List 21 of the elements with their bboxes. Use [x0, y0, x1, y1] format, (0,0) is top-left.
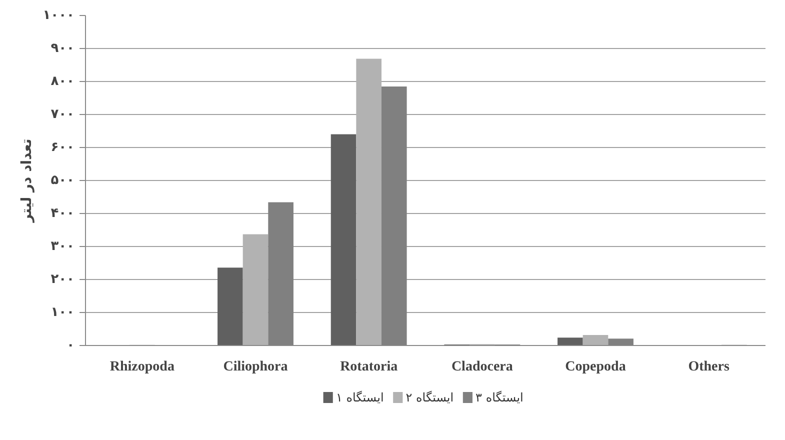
x-tick-label: Others — [688, 360, 730, 374]
y-tick-label: ۵۰۰ — [50, 173, 75, 188]
y-tick-label: ۹۰۰ — [50, 41, 75, 56]
y-tick-label: ۰ — [66, 338, 75, 353]
y-tick-label: ۴۰۰ — [50, 206, 75, 221]
y-tick-label: ۸۰۰ — [50, 74, 75, 89]
y-tick-label: ۶۰۰ — [50, 140, 75, 155]
legend-label: ایستگاه ۱ — [336, 390, 384, 404]
y-tick-label: ۲۰۰ — [50, 272, 75, 287]
x-tick-label: Rhizopoda — [110, 360, 174, 374]
x-tick-label: Copepoda — [565, 360, 626, 374]
x-tick-label: Rotatoria — [340, 360, 398, 374]
x-tick-label: Ciliophora — [223, 360, 288, 374]
y-axis-title: تعداد در لیتر — [18, 138, 35, 224]
x-tick-label: Cladocera — [451, 360, 513, 374]
legend-label: ایستگاه ۲ — [406, 390, 454, 404]
y-tick-label: ۳۰۰ — [50, 239, 75, 254]
y-tick-label: ۷۰۰ — [50, 107, 75, 122]
legend-label: ایستگاه ۳ — [476, 390, 524, 404]
y-tick-label: ۱۰۰ — [50, 305, 75, 320]
y-tick-label: ۱۰۰۰ — [42, 8, 75, 23]
